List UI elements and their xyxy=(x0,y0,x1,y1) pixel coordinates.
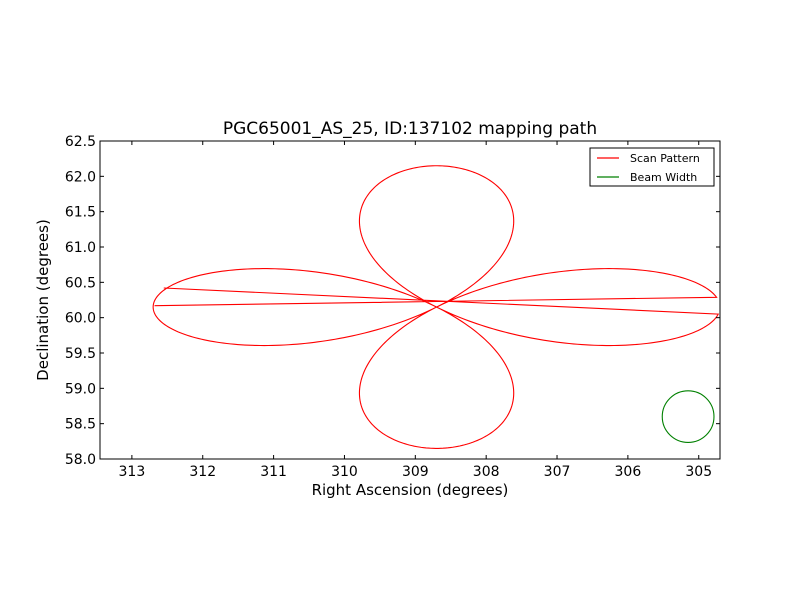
y-tick-label: 62.0 xyxy=(65,169,96,185)
x-axis-label: Right Ascension (degrees) xyxy=(312,481,509,499)
y-tick-label: 59.0 xyxy=(65,381,96,397)
y-axis-label: Declination (degrees) xyxy=(34,219,52,381)
chart-title: PGC65001_AS_25, ID:137102 mapping path xyxy=(223,119,597,139)
x-tick-label: 309 xyxy=(402,464,429,480)
beam-width-circle xyxy=(661,390,715,443)
plot-area-frame xyxy=(99,140,721,460)
x-tick-label: 313 xyxy=(119,464,146,480)
x-tick-label: 312 xyxy=(189,464,216,480)
legend-label-scan-pattern: Scan Pattern xyxy=(630,152,700,165)
y-tick-label: 59.5 xyxy=(65,346,96,362)
y-tick-label: 61.5 xyxy=(65,205,96,221)
x-tick-label: 305 xyxy=(685,464,712,480)
y-tick-label: 62.5 xyxy=(65,134,96,150)
legend-label-beam-width: Beam Width xyxy=(630,171,697,184)
x-tick-label: 307 xyxy=(544,464,571,480)
x-axis: 313 312 311 310 309 308 307 306 305 xyxy=(119,141,712,480)
legend-box xyxy=(589,147,715,187)
x-tick-label: 306 xyxy=(615,464,642,480)
y-tick-label: 58.0 xyxy=(65,452,96,468)
x-tick-label: 311 xyxy=(260,464,287,480)
y-tick-label: 60.5 xyxy=(65,275,96,291)
x-tick-label: 310 xyxy=(331,464,358,480)
y-tick-label: 61.0 xyxy=(65,240,96,256)
series-layer xyxy=(152,165,720,449)
y-tick-label: 60.0 xyxy=(65,311,96,327)
scan-pattern-line xyxy=(152,165,720,449)
y-tick-label: 58.5 xyxy=(65,417,96,433)
x-tick-label: 308 xyxy=(473,464,500,480)
y-axis: 58.0 58.5 59.0 59.5 60.0 60.5 61.0 61.5 62.0 62.5 xyxy=(65,134,720,468)
legend: Scan Pattern Beam Width xyxy=(589,147,715,187)
